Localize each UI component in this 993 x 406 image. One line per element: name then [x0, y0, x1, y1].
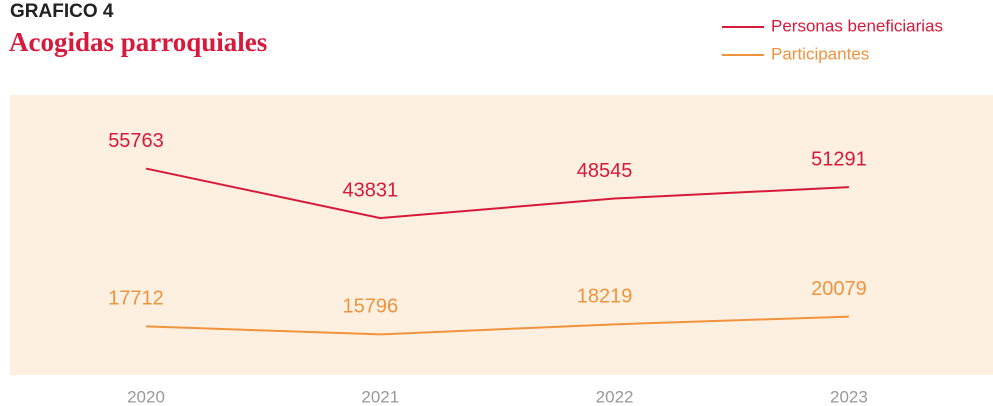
- chart-supertitle: GRAFICO 4: [10, 1, 114, 22]
- data-label: 18219: [577, 286, 633, 308]
- legend-label: Participantes: [771, 44, 869, 63]
- x-tick-label: 2023: [830, 387, 868, 406]
- data-label: 15796: [342, 296, 398, 318]
- data-label: 43831: [342, 179, 398, 201]
- chart-title: Acogidas parroquiales: [9, 27, 267, 57]
- data-label: 17712: [108, 288, 164, 310]
- x-tick-label: 2022: [596, 387, 634, 406]
- data-label: 55763: [108, 130, 164, 152]
- line: [145, 167, 849, 220]
- data-label: 48545: [577, 160, 633, 182]
- line: [145, 315, 849, 336]
- data-label: 20079: [811, 278, 867, 300]
- data-label: 51291: [811, 148, 867, 170]
- x-tick-label: 2021: [361, 387, 399, 406]
- legend-label: Personas beneficiarias: [771, 16, 943, 35]
- x-tick-label: 2020: [127, 387, 165, 406]
